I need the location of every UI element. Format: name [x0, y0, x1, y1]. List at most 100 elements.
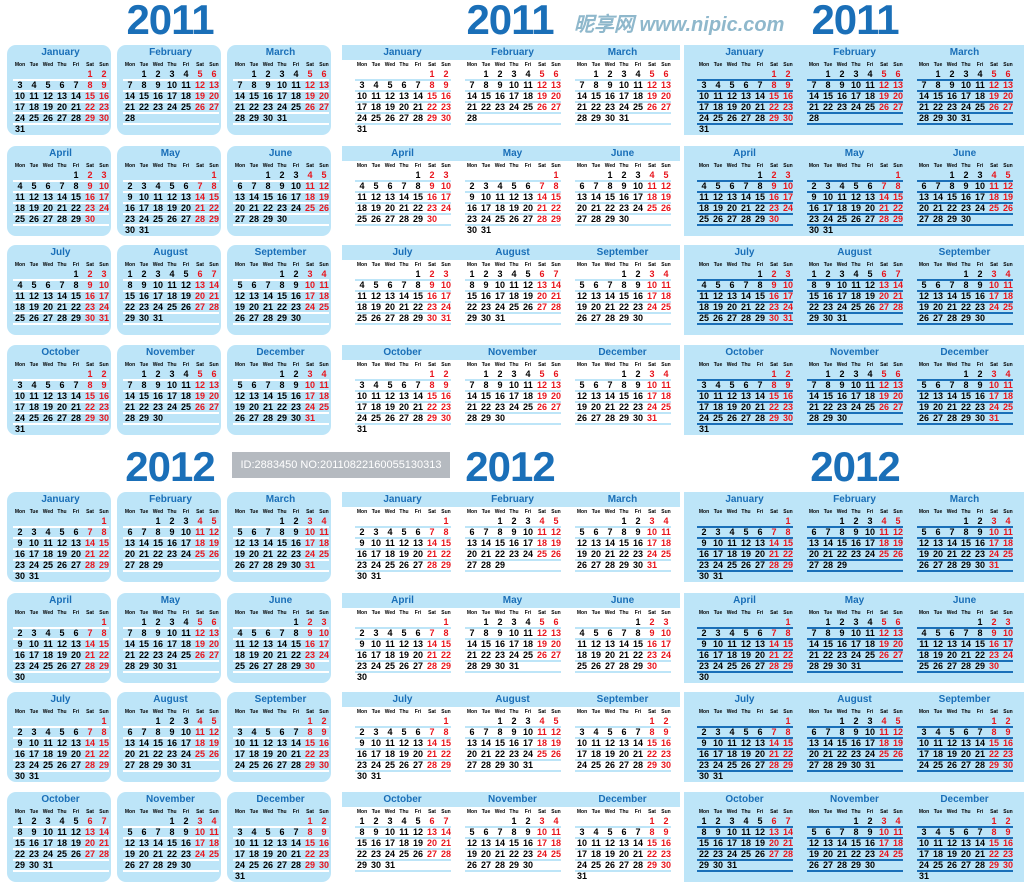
day-cell: 14	[194, 192, 205, 202]
day-cell: 10	[782, 280, 793, 290]
row-divider	[917, 112, 1013, 114]
day-cell: 5	[935, 628, 941, 638]
day-cell: 22	[356, 849, 367, 859]
day-cell: 3	[715, 527, 721, 537]
weekday-label: Mon	[14, 262, 26, 268]
weekday-label: Sat	[648, 709, 656, 715]
day-cell: 25	[726, 661, 737, 671]
day-cell: 8	[511, 827, 517, 837]
day-cell: 22	[494, 749, 505, 759]
day-cell: 19	[28, 302, 39, 312]
day-cell: 20	[138, 849, 149, 859]
month-name: February	[491, 47, 534, 58]
day-cell: 23	[276, 203, 287, 213]
weekday-label: Wed	[726, 709, 738, 715]
day-cell: 5	[237, 280, 243, 290]
day-cell: 13	[412, 538, 423, 548]
day-cell: 4	[31, 80, 37, 90]
day-cell: 16	[138, 291, 149, 301]
day-cell: 24	[646, 402, 657, 412]
month-name: March	[265, 494, 296, 505]
day-cell: 15	[276, 538, 287, 548]
month-name: August	[837, 247, 872, 258]
day-cell: 1	[497, 516, 503, 526]
day-cell: 26	[522, 302, 533, 312]
day-cell: 19	[42, 102, 53, 112]
day-cell: 27	[864, 214, 875, 224]
weekday-label: Fri	[756, 262, 764, 268]
day-cell: 7	[127, 80, 133, 90]
day-cell: 11	[661, 280, 671, 290]
day-cell: 2	[663, 816, 669, 826]
day-cell: 24	[646, 549, 657, 559]
day-cell: 13	[84, 827, 95, 837]
weekday-label: Mon	[124, 610, 136, 616]
weekday-label: Fri	[756, 163, 764, 169]
day-cell: 14	[960, 639, 971, 649]
day-cell: 15	[618, 391, 629, 401]
weekday-label: Mon	[698, 509, 710, 515]
row-divider	[465, 112, 561, 114]
day-cell: 29	[84, 413, 95, 423]
day-cell: 26	[726, 113, 737, 123]
weekday-label: Thu	[619, 709, 629, 715]
day-cell: 8	[211, 181, 217, 191]
day-cell: 6	[743, 80, 749, 90]
day-cell: 4	[45, 628, 51, 638]
day-cell: 6	[729, 280, 735, 290]
day-cell: 20	[726, 203, 737, 213]
day-cell: 9	[293, 280, 299, 290]
row-divider	[233, 323, 329, 325]
weekday-label: Sun	[99, 610, 109, 616]
day-cell: 12	[370, 192, 381, 202]
month-calendar: January Mon Tue Wed Thu Fri Sat Sun 1 2 3 4 5 6 7 8 9 10 1…	[692, 45, 797, 135]
day-cell: 13	[740, 91, 751, 101]
row-divider	[123, 559, 219, 561]
day-cell: 30	[14, 672, 25, 682]
day-cell: 14	[590, 192, 601, 202]
day-cell: 26	[864, 302, 875, 312]
day-cell: 2	[649, 617, 655, 627]
row-divider	[13, 191, 109, 193]
weekday-label: Mon	[698, 62, 710, 68]
row-divider	[697, 859, 793, 861]
day-cell: 6	[811, 527, 817, 537]
row-divider	[807, 726, 903, 728]
day-cell: 9	[525, 827, 531, 837]
row-divider	[465, 379, 561, 381]
day-cell: 21	[974, 749, 985, 759]
day-cell: 17	[850, 91, 861, 101]
day-cell: 27	[618, 760, 629, 770]
day-cell: 10	[98, 181, 109, 191]
weekday-label: Tue	[371, 62, 381, 68]
day-cell: 13	[480, 838, 491, 848]
day-cell: 7	[87, 628, 93, 638]
day-cell: 4	[31, 380, 37, 390]
day-cell: 13	[660, 80, 671, 90]
weekday-label: Wed	[262, 509, 274, 515]
day-cell: 5	[607, 727, 613, 737]
month-calendar: February Mon Tue Wed Thu Fri Sat Sun 1 2 3 4 5 6 7 8 9 10…	[802, 492, 907, 582]
day-cell: 1	[621, 516, 627, 526]
row-divider	[575, 671, 671, 673]
row-divider	[575, 401, 671, 403]
day-cell: 18	[740, 838, 751, 848]
row-divider	[355, 312, 451, 314]
day-cell: 22	[768, 402, 779, 412]
day-cell: 3	[853, 369, 859, 379]
day-cell: 14	[262, 291, 273, 301]
day-cell: 4	[539, 516, 545, 526]
day-cell: 9	[977, 380, 983, 390]
day-cell: 27	[590, 560, 601, 570]
weekday-label: Fri	[414, 62, 422, 68]
day-cell: 29	[822, 661, 833, 671]
day-cell: 23	[426, 302, 437, 312]
day-cell: 2	[155, 69, 161, 79]
day-cell: 6	[895, 617, 901, 627]
day-cell: 14	[138, 538, 149, 548]
day-cell: 12	[740, 639, 751, 649]
day-cell: 11	[319, 280, 329, 290]
row-divider	[233, 837, 329, 839]
day-cell: 22	[960, 302, 971, 312]
day-cell: 16	[440, 391, 451, 401]
